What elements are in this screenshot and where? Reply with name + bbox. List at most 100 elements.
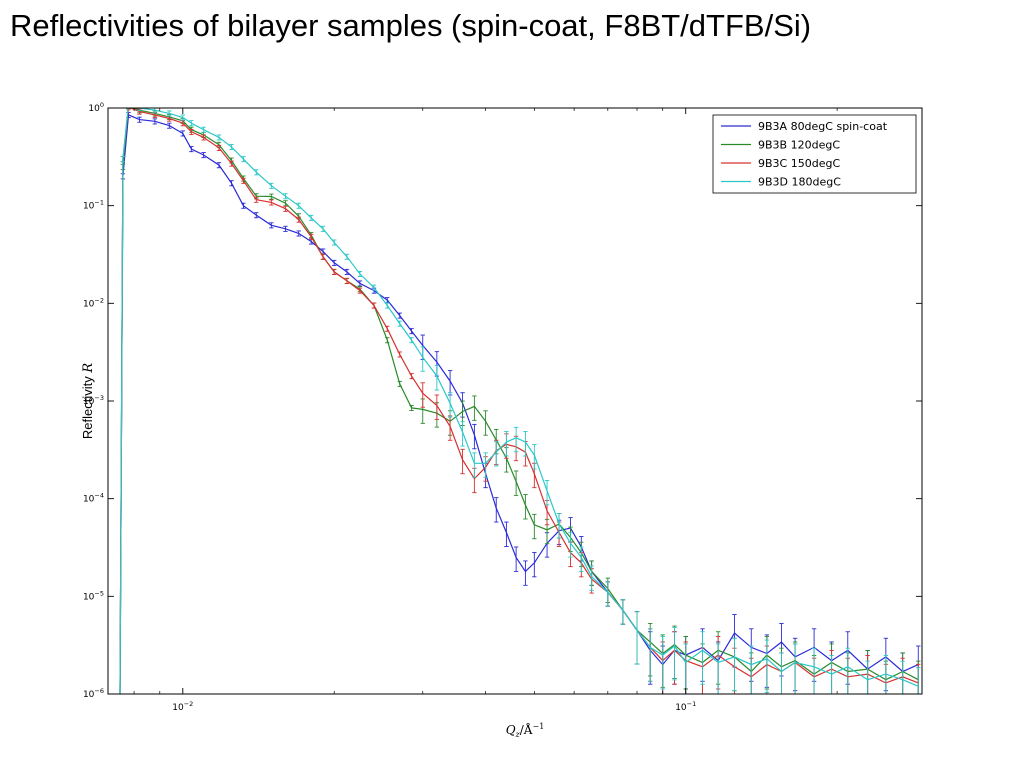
error-bar <box>331 239 337 246</box>
error-bar <box>320 225 326 232</box>
error-bar <box>229 143 234 150</box>
error-bar <box>283 193 288 200</box>
error-bar <box>513 546 519 572</box>
error-bar <box>472 423 477 450</box>
error-bar <box>409 404 414 411</box>
error-bar <box>397 351 402 358</box>
error-bar <box>544 480 550 506</box>
series-layer <box>119 108 921 694</box>
error-bar <box>320 253 326 260</box>
legend-entry: 9B3B 120degC <box>721 139 840 152</box>
series-line <box>119 108 919 694</box>
error-bar <box>715 643 721 694</box>
error-bar <box>523 494 528 520</box>
error-bar <box>460 421 465 447</box>
error-bar <box>189 146 194 153</box>
error-bar <box>460 448 465 475</box>
legend-label: 9B3C 150degC <box>758 157 840 170</box>
error-bar <box>296 230 301 237</box>
error-bar <box>385 302 390 309</box>
error-bar <box>152 118 158 125</box>
legend-box <box>712 114 917 194</box>
error-bar <box>216 162 222 169</box>
error-bar <box>201 152 206 159</box>
error-bar <box>308 233 314 240</box>
legend-entry: 9B3D 180degC <box>721 176 841 189</box>
x-axis-label: Qz/Å−1 <box>506 722 545 739</box>
error-bar <box>683 643 688 694</box>
error-bar <box>201 126 206 133</box>
error-bar <box>216 134 222 141</box>
error-bar <box>254 169 259 176</box>
legend-entry: 9B3C 150degC <box>721 157 840 170</box>
series-line <box>119 108 919 694</box>
error-bar <box>296 216 301 223</box>
plot-frame <box>107 107 923 695</box>
error-bar <box>732 637 737 692</box>
error-bar <box>792 643 798 694</box>
error-bar <box>385 337 390 344</box>
legend-label: 9B3A 80degC spin-coat <box>758 120 888 133</box>
error-bar <box>434 365 440 391</box>
error-bar <box>229 180 234 187</box>
error-bar <box>397 312 402 319</box>
error-bar <box>385 325 390 332</box>
ticks-layer: 100 10−1 10−2 10−3 10−4 10−5 10−6 10−2 10−1 <box>83 101 922 713</box>
error-bar <box>472 395 477 421</box>
error-bar <box>883 655 889 694</box>
error-bar <box>811 647 817 694</box>
error-bar <box>620 599 626 625</box>
error-bar <box>201 134 206 141</box>
legend-label: 9B3B 120degC <box>758 139 840 152</box>
error-bar <box>120 156 126 163</box>
error-bar <box>472 452 477 478</box>
series-2 <box>119 108 921 694</box>
error-bar <box>845 647 850 694</box>
legend: 9B3A 80degC spin-coat 9B3B 120degC 9B3C 15… <box>712 114 917 194</box>
error-bar <box>180 120 186 127</box>
error-bar <box>900 660 905 694</box>
error-bar <box>269 199 274 206</box>
legend-entry: 9B3A 80degC spin-coat <box>721 120 888 133</box>
series-line <box>119 114 919 694</box>
error-bar <box>254 196 259 203</box>
error-bar <box>357 287 363 294</box>
error-bar <box>152 108 158 114</box>
error-bar <box>308 214 314 221</box>
error-bar <box>579 546 584 572</box>
error-bar <box>447 392 453 418</box>
error-bar <box>331 268 337 275</box>
error-bar <box>167 110 172 117</box>
slide-title: Reflectivities of bilayer samples (spin-… <box>10 8 812 43</box>
series-1 <box>119 111 921 694</box>
error-bar <box>829 655 834 694</box>
error-bar <box>180 130 186 137</box>
y-tick-label: 100 <box>88 101 104 114</box>
y-tick-label: 10−1 <box>83 199 104 212</box>
error-bar <box>523 431 528 457</box>
error-bar <box>409 337 414 344</box>
error-bar <box>269 193 274 200</box>
error-bar <box>344 277 350 284</box>
error-bar <box>371 302 377 309</box>
error-bar <box>779 652 784 694</box>
error-bar <box>137 116 142 123</box>
error-bar <box>523 560 528 586</box>
error-bar <box>216 145 222 152</box>
error-bar <box>409 373 414 380</box>
error-bar <box>764 639 770 693</box>
error-bar <box>344 268 350 275</box>
error-bar <box>483 452 488 478</box>
series-3 <box>119 108 921 694</box>
y-tick-label: 10−6 <box>83 687 104 700</box>
error-bar <box>605 581 611 607</box>
error-bar <box>254 212 259 219</box>
error-bar <box>660 636 665 690</box>
error-bar <box>556 513 562 539</box>
error-bar <box>397 320 402 327</box>
x-tick-label: 10−1 <box>675 700 696 713</box>
error-bar <box>269 222 274 229</box>
error-bar <box>494 497 499 523</box>
error-bar <box>167 122 172 129</box>
